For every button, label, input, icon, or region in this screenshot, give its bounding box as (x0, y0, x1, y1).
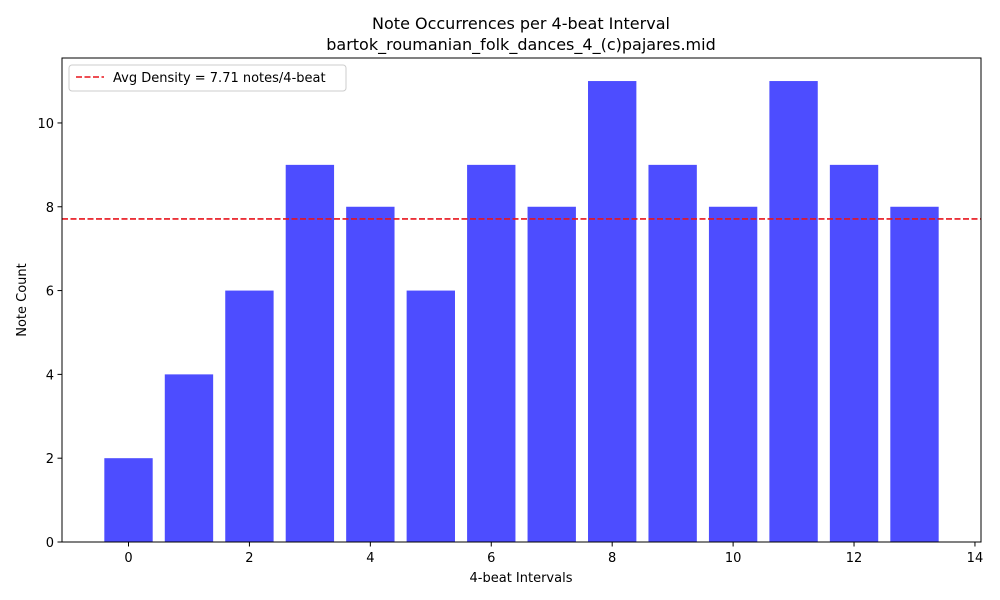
plot-area: 0 2 4 6 8 10 12 14 0 2 4 6 8 10 (37, 57, 984, 566)
x-tick-label-12: 12 (846, 551, 863, 566)
bar-6 (467, 164, 516, 542)
y-tick-label-2: 2 (46, 452, 54, 467)
x-tick-label-8: 8 (608, 551, 616, 566)
bar-12 (829, 164, 879, 542)
y-tick-label-10: 10 (37, 117, 54, 132)
chart-subtitle: bartok_roumanian_folk_dances_4_(c)pajare… (326, 35, 716, 55)
x-axis-label: 4-beat Intervals (470, 571, 573, 586)
x-tick-label-4: 4 (366, 551, 374, 566)
bar-5 (406, 290, 455, 542)
plot-frame (61, 57, 982, 543)
x-tick-label-6: 6 (487, 551, 495, 566)
x-tick-label-14: 14 (967, 551, 984, 566)
x-tick-label-10: 10 (725, 551, 742, 566)
x-tick-label-2: 2 (245, 551, 253, 566)
legend: Avg Density = 7.71 notes/4-beat (68, 64, 347, 92)
y-tick-label-0: 0 (46, 536, 54, 551)
bar-4 (346, 206, 395, 542)
bar-3 (285, 164, 335, 542)
x-tick-label-0: 0 (124, 551, 132, 566)
legend-box (68, 64, 347, 92)
bar-0 (104, 458, 153, 542)
bar-10 (708, 206, 758, 542)
y-tick-label-4: 4 (46, 368, 54, 383)
bar-2 (225, 290, 274, 542)
legend-label: Avg Density = 7.71 notes/4-beat (113, 71, 326, 86)
y-axis-label: Note Count (15, 263, 30, 337)
y-tick-label-8: 8 (46, 201, 54, 216)
bar-7 (527, 206, 576, 542)
bar-8 (588, 81, 637, 543)
bar-9 (648, 164, 697, 542)
bar-13 (890, 206, 939, 542)
y-tick-label-6: 6 (46, 285, 54, 300)
bar-11 (769, 81, 818, 543)
bar-1 (164, 374, 214, 542)
chart-title: Note Occurrences per 4-beat Interval (372, 14, 670, 33)
